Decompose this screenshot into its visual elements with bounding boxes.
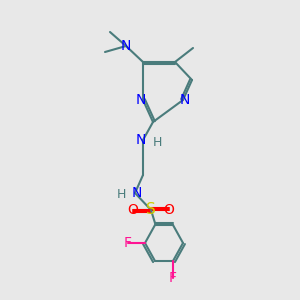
Text: N: N <box>132 186 142 200</box>
Text: O: O <box>164 203 174 217</box>
Text: H: H <box>116 188 126 202</box>
Text: O: O <box>128 203 138 217</box>
Text: F: F <box>169 271 177 285</box>
Text: N: N <box>136 93 146 107</box>
Text: H: H <box>152 136 162 148</box>
Text: N: N <box>180 93 190 107</box>
Text: N: N <box>121 39 131 53</box>
Text: N: N <box>136 133 146 147</box>
Text: S: S <box>146 202 156 217</box>
Text: F: F <box>124 236 132 250</box>
